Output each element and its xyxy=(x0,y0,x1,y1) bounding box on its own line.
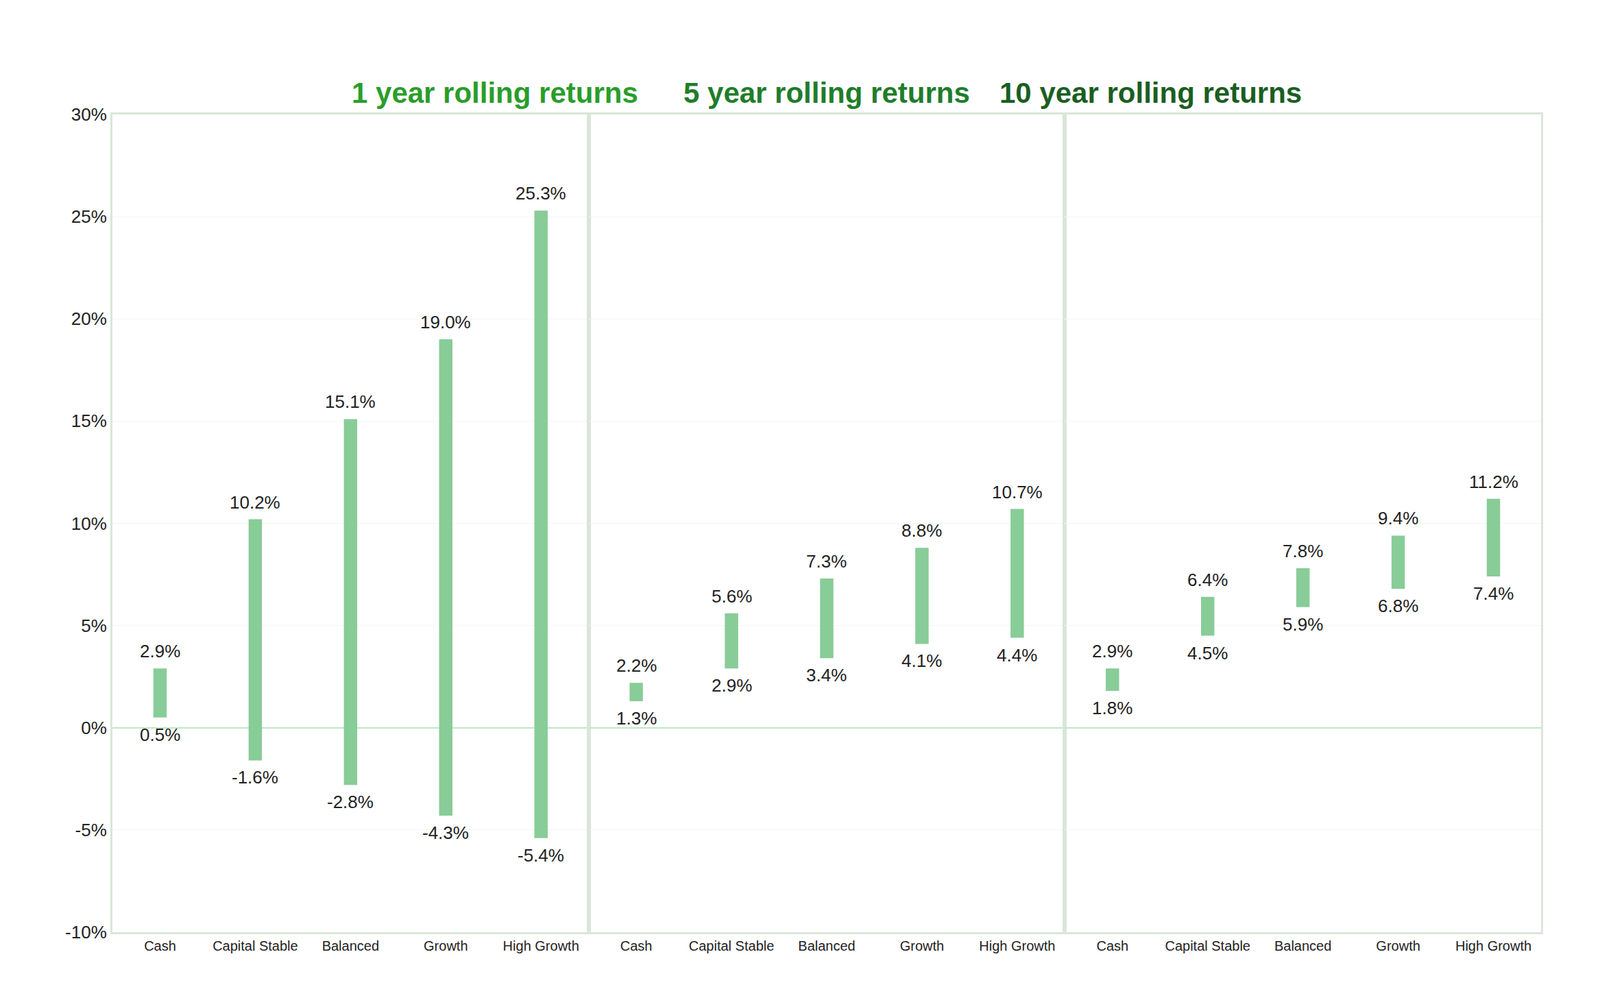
svg-text:11.2%: 11.2% xyxy=(1469,471,1519,493)
svg-text:0.5%: 0.5% xyxy=(139,724,181,746)
svg-text:Growth: Growth xyxy=(1375,938,1420,954)
svg-text:5 year rolling returns: 5 year rolling returns xyxy=(683,76,971,109)
svg-text:-2.8%: -2.8% xyxy=(326,791,374,813)
svg-text:30%: 30% xyxy=(71,104,107,125)
svg-text:0%: 0% xyxy=(80,717,107,739)
svg-text:1 year rolling returns: 1 year rolling returns xyxy=(351,76,639,109)
svg-text:4.4%: 4.4% xyxy=(996,645,1038,666)
svg-text:8.8%: 8.8% xyxy=(901,520,942,541)
svg-text:10 year rolling returns: 10 year rolling returns xyxy=(999,76,1302,109)
svg-text:25.3%: 25.3% xyxy=(515,183,567,204)
svg-text:6.8%: 6.8% xyxy=(1377,595,1419,617)
svg-text:Cash: Cash xyxy=(143,938,177,954)
svg-text:9.4%: 9.4% xyxy=(1377,507,1419,529)
svg-text:10.7%: 10.7% xyxy=(991,481,1043,503)
svg-text:7.3%: 7.3% xyxy=(806,551,847,572)
svg-text:-5.4%: -5.4% xyxy=(517,845,565,866)
svg-text:7.4%: 7.4% xyxy=(1473,583,1514,604)
svg-text:7.8%: 7.8% xyxy=(1282,540,1324,562)
svg-text:19.0%: 19.0% xyxy=(420,311,471,333)
svg-text:High Growth: High Growth xyxy=(1455,938,1532,954)
svg-text:-1.6%: -1.6% xyxy=(231,767,279,788)
svg-text:Balanced: Balanced xyxy=(322,938,380,954)
svg-text:20%: 20% xyxy=(71,308,107,330)
svg-text:Balanced: Balanced xyxy=(1274,938,1332,954)
svg-text:4.1%: 4.1% xyxy=(901,650,942,672)
svg-text:2.9%: 2.9% xyxy=(1092,640,1133,662)
svg-text:High Growth: High Growth xyxy=(978,938,1056,954)
svg-text:Capital Stable: Capital Stable xyxy=(1164,938,1251,954)
svg-text:Cash: Cash xyxy=(620,938,653,954)
svg-text:2.2%: 2.2% xyxy=(616,655,657,676)
svg-text:6.4%: 6.4% xyxy=(1187,569,1228,591)
svg-text:4.5%: 4.5% xyxy=(1187,643,1228,664)
svg-text:Capital Stable: Capital Stable xyxy=(688,938,775,954)
svg-text:Growth: Growth xyxy=(423,938,468,954)
svg-text:2.9%: 2.9% xyxy=(711,675,753,696)
svg-text:Balanced: Balanced xyxy=(797,938,855,954)
svg-text:High Growth: High Growth xyxy=(503,938,580,954)
svg-text:Cash: Cash xyxy=(1096,938,1129,954)
svg-text:5%: 5% xyxy=(80,615,107,637)
svg-text:5.6%: 5.6% xyxy=(711,586,753,607)
svg-text:1.8%: 1.8% xyxy=(1092,697,1133,719)
svg-text:5.9%: 5.9% xyxy=(1282,614,1324,635)
svg-text:-10%: -10% xyxy=(65,922,107,943)
svg-text:Growth: Growth xyxy=(900,938,944,954)
svg-text:2.9%: 2.9% xyxy=(139,640,181,662)
svg-text:Capital Stable: Capital Stable xyxy=(212,938,299,954)
svg-text:15%: 15% xyxy=(71,410,107,432)
svg-text:-4.3%: -4.3% xyxy=(422,822,469,844)
svg-text:1.3%: 1.3% xyxy=(616,708,657,729)
svg-text:10%: 10% xyxy=(71,513,107,535)
svg-text:15.1%: 15.1% xyxy=(324,391,376,412)
svg-text:25%: 25% xyxy=(71,206,107,227)
svg-text:10.2%: 10.2% xyxy=(229,492,281,513)
svg-text:-5%: -5% xyxy=(75,819,107,841)
svg-text:3.4%: 3.4% xyxy=(806,664,847,686)
